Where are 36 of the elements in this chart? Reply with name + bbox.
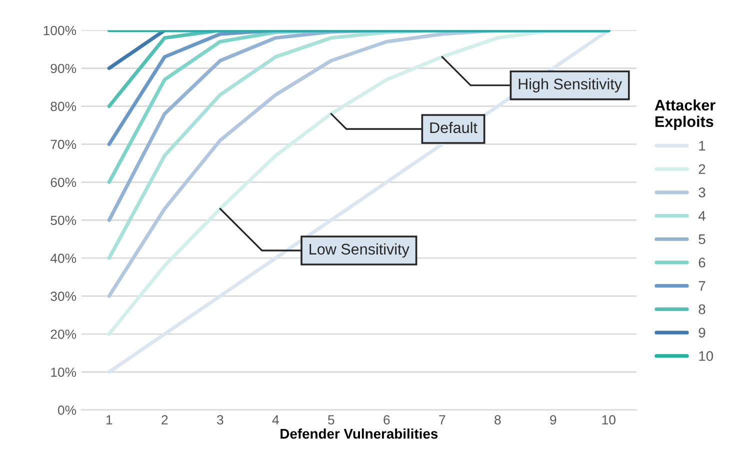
legend-label: 10 [699,351,714,361]
y-tick-label: 70% [50,140,76,150]
legend-label: 7 [698,281,706,291]
legend-label: 3 [698,188,706,198]
y-tick-label: 90% [50,64,76,74]
y-tick-label: 0% [58,406,76,415]
legend-label: 6 [698,258,706,268]
y-tick-label: 60% [50,178,76,188]
x-tick-label: 10 [602,415,616,425]
legend-label: 8 [698,304,706,314]
y-tick-label: 80% [50,102,76,112]
legend-label: 1 [699,140,706,151]
legend-label: 9 [698,328,706,338]
annotation: High Sensitivity [518,78,622,92]
legend-label: 4 [698,211,706,221]
annotation: Default [430,122,478,134]
x-tick-label: 2 [162,415,168,424]
x-tick-label: 3 [216,415,224,425]
y-tick-label: 10% [51,368,76,377]
x-tick-label: 7 [439,415,446,424]
annotation: Low Sensitivity [310,243,410,258]
x-tick-label: 1 [106,415,112,424]
y-tick-label: 100% [44,26,76,36]
x-tick-label: 8 [494,415,501,425]
y-tick-label: 50% [50,216,76,226]
x-axis-title: Defender Vulnerabilities [280,428,438,439]
y-tick-label: 20% [50,330,76,339]
legend-label: 2 [698,164,706,174]
x-tick-label: 9 [550,415,556,425]
x-tick-label: 4 [272,415,279,424]
y-tick-label: 30% [50,292,76,301]
legend-label: 5 [698,234,706,244]
x-tick-label: 6 [384,415,390,425]
y-tick-label: 40% [50,254,76,264]
x-tick-label: 5 [328,415,334,425]
legend-title: Attacker Exploits [654,99,716,130]
